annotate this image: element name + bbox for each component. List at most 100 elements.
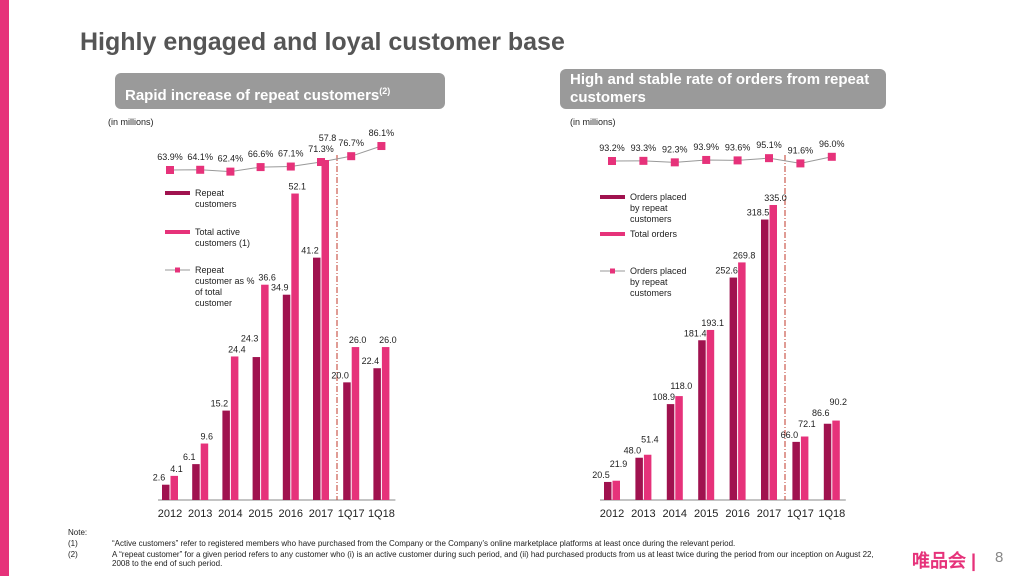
- bar-total: [381, 347, 390, 500]
- data-label: 269.8: [733, 250, 756, 260]
- x-tick-label: 2012: [158, 508, 182, 520]
- data-label: 57.8: [319, 133, 337, 143]
- x-tick-label: 2014: [663, 508, 687, 520]
- legend-label: Orders placed: [630, 192, 687, 202]
- data-label: 118.0: [670, 381, 692, 391]
- data-label: 20.0: [331, 370, 349, 380]
- data-label: 90.2: [830, 397, 848, 407]
- bar-total: [230, 356, 239, 500]
- bar-total: [643, 454, 652, 500]
- legend-label: customer as %: [195, 276, 255, 286]
- data-label: 48.0: [624, 446, 642, 456]
- bar-repeat: [666, 404, 675, 500]
- data-label: 26.0: [379, 335, 397, 345]
- page-title: Highly engaged and loyal customer base: [80, 28, 565, 56]
- bar-repeat: [343, 382, 351, 500]
- x-tick-label: 1Q18: [368, 508, 395, 520]
- bar-repeat: [761, 219, 769, 500]
- legend-label: Total active: [195, 227, 240, 237]
- bar-total: [832, 420, 840, 500]
- percent-marker: [796, 159, 805, 168]
- data-label: 24.4: [228, 344, 246, 354]
- x-tick-label: 1Q17: [787, 508, 814, 520]
- data-label: 22.4: [362, 356, 380, 366]
- percent-label: 96.0%: [819, 139, 845, 149]
- percent-marker: [608, 157, 616, 165]
- bar-total: [200, 443, 209, 500]
- legend-label: by repeat: [630, 277, 668, 287]
- percent-label: 71.3%: [308, 144, 334, 154]
- bar-repeat: [162, 484, 170, 500]
- percent-line: [611, 156, 832, 164]
- percent-label: 93.6%: [725, 142, 751, 152]
- x-tick-label: 2013: [631, 508, 655, 520]
- bar-total: [261, 284, 269, 500]
- data-label: 24.3: [241, 333, 259, 343]
- percent-marker: [765, 154, 773, 163]
- data-label: 26.0: [349, 335, 367, 345]
- chart-1-title: Rapid increase of repeat customers(2): [115, 73, 445, 109]
- bar-total: [170, 475, 178, 500]
- percent-label: 67.1%: [278, 149, 304, 159]
- x-tick-label: 1Q18: [818, 508, 845, 520]
- bar-repeat: [313, 257, 321, 500]
- data-label: 108.9: [653, 392, 676, 402]
- percent-label: 66.6%: [248, 149, 274, 159]
- x-tick-label: 2017: [309, 508, 333, 520]
- bar-repeat: [192, 464, 200, 500]
- percent-label: 91.6%: [788, 145, 814, 155]
- percent-label: 92.3%: [662, 144, 688, 154]
- percent-marker: [639, 156, 648, 165]
- percent-marker: [166, 166, 174, 174]
- data-label: 2.6: [153, 473, 166, 483]
- percent-label: 93.9%: [693, 142, 719, 152]
- percent-marker: [827, 152, 836, 161]
- percent-marker: [226, 167, 235, 176]
- data-label: 66.0: [781, 430, 799, 440]
- percent-marker: [317, 158, 325, 167]
- bar-repeat: [373, 368, 381, 500]
- data-label: 52.1: [289, 182, 307, 192]
- percent-marker: [733, 156, 742, 165]
- data-label: 86.6: [812, 408, 830, 418]
- x-tick-label: 1Q17: [338, 508, 365, 520]
- bar-repeat: [252, 357, 261, 500]
- data-label: 335.0: [764, 193, 787, 203]
- bar-total: [738, 262, 746, 500]
- percent-marker: [286, 162, 295, 171]
- data-label: 9.6: [200, 432, 213, 442]
- bar-total: [612, 480, 620, 500]
- note-2: (2) A “repeat customer” for a given perio…: [68, 550, 874, 568]
- data-label: 6.1: [183, 452, 196, 462]
- data-label: 36.6: [258, 273, 276, 283]
- bar-total: [321, 160, 329, 500]
- data-label: 252.6: [715, 266, 738, 276]
- data-label: 51.4: [641, 435, 659, 445]
- x-tick-label: 2017: [757, 508, 781, 520]
- x-tick-label: 2016: [279, 508, 303, 520]
- legend-swatch: [600, 232, 625, 236]
- bar-repeat: [729, 277, 738, 500]
- legend-label: customers: [630, 288, 672, 298]
- page-number: 8: [995, 549, 1004, 566]
- percent-label: 86.1%: [369, 128, 395, 138]
- bar-total: [351, 347, 360, 500]
- percent-line: [169, 145, 382, 173]
- legend-label: customers: [195, 199, 237, 209]
- legend-label: customers: [630, 214, 672, 224]
- bar-repeat: [823, 423, 832, 500]
- data-label: 21.9: [610, 459, 628, 469]
- percent-label: 62.4%: [218, 154, 244, 164]
- percent-marker: [670, 158, 679, 167]
- bar-total: [291, 193, 299, 500]
- x-tick-label: 2013: [188, 508, 212, 520]
- percent-label: 93.2%: [599, 143, 625, 153]
- x-tick-label: 2014: [218, 508, 242, 520]
- percent-marker: [196, 165, 205, 174]
- legend-label: Repeat: [195, 265, 225, 275]
- unit-label: (in millions): [570, 117, 616, 127]
- bar-repeat: [698, 340, 706, 500]
- bar-total: [800, 436, 809, 500]
- legend-label: by repeat: [630, 203, 668, 213]
